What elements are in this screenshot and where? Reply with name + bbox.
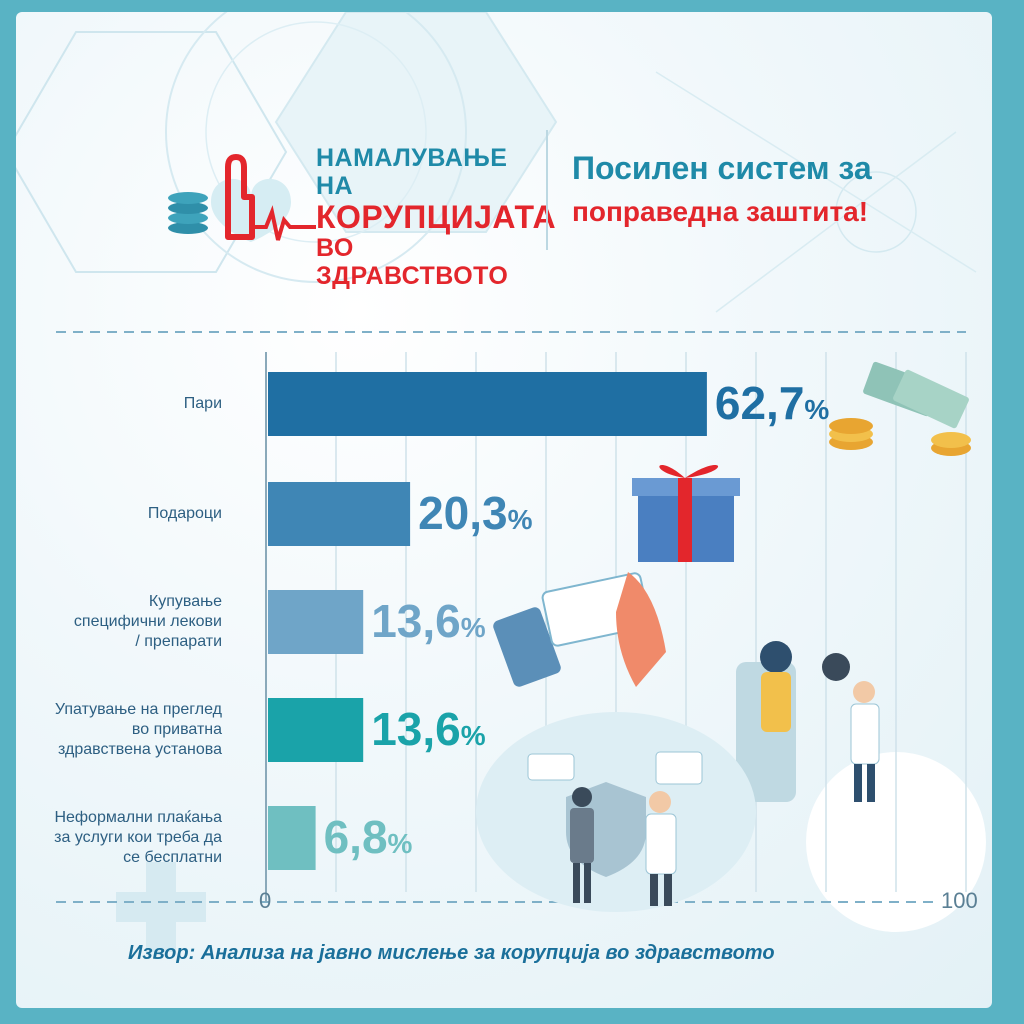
value-percent-sign: %: [804, 394, 830, 425]
logo-title-line3: ВО ЗДРАВСТВОТО: [316, 234, 509, 290]
category-label-line: Неформални плаќања: [54, 809, 222, 826]
category-label: Подароци: [148, 504, 222, 524]
category-label: Купување специфични лекови / препарати: [74, 592, 222, 652]
value-label: 13,6%: [371, 598, 485, 651]
value-number: 13,6: [371, 595, 461, 647]
value-percent-sign: %: [460, 612, 486, 643]
category-label-line: Упатување на преглед: [54, 701, 222, 718]
category-label-line: за услуги кои треба да: [54, 829, 222, 846]
bar-chart: [56, 331, 967, 903]
category-label-line: Подароци: [147, 505, 222, 522]
heartbeat-hand-icon: [168, 154, 316, 242]
logo-title-line2: КОРУПЦИЈАТА: [316, 199, 557, 235]
bar: [268, 698, 364, 762]
value-percent-sign: %: [507, 504, 533, 535]
value-label: 20,3%: [418, 490, 532, 543]
tagline-line1: Посилен систем за: [572, 150, 872, 186]
value-number: 6,8: [323, 811, 388, 863]
x-tick-label: 100: [941, 888, 978, 913]
value-number: 13,6: [371, 703, 461, 755]
value-number: 62,7: [714, 377, 805, 429]
category-label: Пари: [184, 394, 222, 414]
bar: [268, 372, 707, 436]
header-divider: [546, 130, 548, 250]
bar: [268, 806, 316, 870]
value-label: 13,6%: [371, 706, 485, 759]
logo-title-line1: НАМАЛУВАЊЕ НА: [316, 144, 508, 200]
category-label: Неформални плаќања за услуги кои треба да…: [54, 808, 222, 868]
infographic-frame: НАМАЛУВАЊЕ НА КОРУПЦИЈАТА ВО ЗДРАВСТВОТО…: [16, 12, 992, 1008]
campaign-logo: НАМАЛУВАЊЕ НА КОРУПЦИЈАТА ВО ЗДРАВСТВОТО: [166, 142, 556, 290]
value-percent-sign: %: [460, 720, 486, 751]
category-label-line: специфични лекови: [73, 613, 222, 630]
bar: [268, 482, 411, 546]
category-label-line: се бесплатни: [123, 849, 222, 866]
bar: [268, 590, 364, 654]
value-label: 62,7%: [715, 380, 829, 433]
category-label-line: во приватна: [131, 721, 222, 738]
category-label-line: Пари: [183, 395, 222, 412]
category-label: Упатување на преглед во приватна здравстве…: [55, 700, 222, 760]
source-caption: Извор: Анализа на јавно мислење за коруп…: [128, 942, 775, 964]
category-label-line: здравствена установа: [58, 741, 222, 758]
value-percent-sign: %: [387, 828, 413, 859]
category-label-line: / препарати: [135, 633, 222, 650]
value-label: 6,8%: [324, 814, 413, 867]
value-number: 20,3: [418, 487, 508, 539]
category-label-line: Купување: [148, 593, 222, 610]
tagline-line2: поправедна заштита!: [572, 196, 869, 227]
x-tick-label: 0: [259, 888, 272, 913]
